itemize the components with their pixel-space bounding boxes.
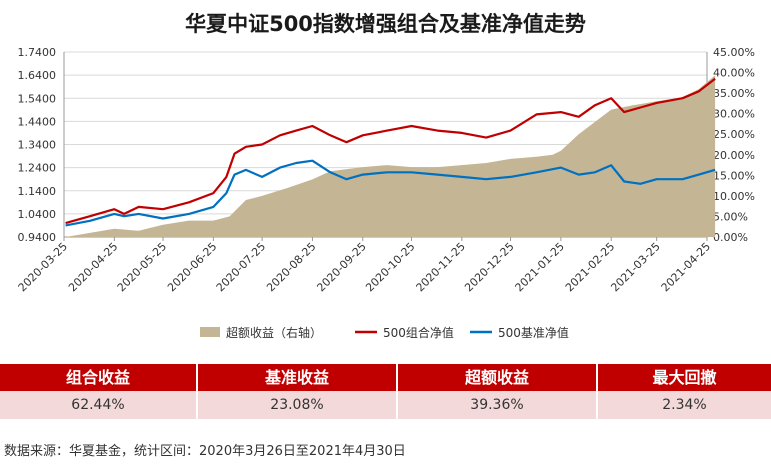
y-right-tick-label: 20.00% [713,149,755,162]
y-right-tick-label: 25.00% [713,128,755,141]
x-tick-label: 2020-09-25 [314,240,368,294]
x-tick-label: 2020-11-25 [414,240,468,294]
performance-table: 组合收益 基准收益 超额收益 最大回撤 62.44% 23.08% 39.36%… [0,364,771,419]
legend-label: 500组合净值 [383,325,454,340]
header-portfolio-return: 组合收益 [0,364,198,391]
legend-swatch-excess [200,327,220,337]
header-max-drawdown: 最大回撤 [652,368,717,387]
legend-label: 500基准净值 [498,325,569,340]
y-right-tick-label: 10.00% [713,190,755,203]
y-left-tick-label: 1.3400 [18,139,57,152]
chart-title: 华夏中证500指数增强组合及基准净值走势 [185,12,586,36]
y-left-tick-label: 1.1400 [18,185,57,198]
y-left-tick-label: 1.4400 [18,115,57,128]
y-left-tick-label: 0.9400 [18,231,57,244]
x-tick-label: 2021-01-25 [513,240,567,294]
table-value-row: 62.44% 23.08% 39.36% 2.34% [0,391,771,419]
value-portfolio-return: 62.44% [0,391,198,419]
series-excess-return-area [65,75,716,237]
x-tick-label: 2020-04-25 [66,240,120,294]
x-tick-label: 2020-05-25 [115,240,169,294]
y-left-tick-label: 1.6400 [18,69,57,82]
y-right-tick-label: 45.00% [713,46,755,59]
x-tick-label: 2020-10-25 [363,240,417,294]
x-tick-label: 2020-06-25 [165,240,219,294]
x-tick-label: 2020-07-25 [214,240,268,294]
y-right-tick-label: 0.00% [713,231,748,244]
x-tick-label: 2021-03-25 [608,240,662,294]
y-left-tick-label: 1.5400 [18,92,57,105]
header-excess-return: 超额收益 [398,364,598,391]
y-left-tick-label: 1.0400 [18,208,57,221]
y-right-tick-label: 30.00% [713,108,755,121]
y-right-tick-label: 35.00% [713,87,755,100]
x-tick-label: 2020-08-25 [264,240,318,294]
legend-label: 超额收益（右轴） [226,325,322,340]
y-left-tick-label: 1.7400 [18,46,57,59]
series-portfolio-line [65,77,716,225]
x-tick-label: 2020-12-25 [462,240,516,294]
y-right-tick-label: 5.00% [713,210,748,223]
value-max-drawdown: 2.34% [662,397,707,413]
x-tick-label: 2020-03-25 [16,240,70,294]
value-excess-return: 39.36% [398,391,598,419]
series-benchmark-line [65,159,716,227]
y-right-tick-label: 40.00% [713,67,755,80]
net-value-chart: 0.9400 1.0400 1.1400 1.2400 1.3400 1.4400 1.54… [16,46,755,340]
x-tick-label: 2021-04-25 [659,240,713,294]
header-benchmark-return: 基准收益 [198,364,398,391]
data-source-note: 数据来源：华夏基金，统计区间：2020年3月26日至2021年4月30日 [4,444,406,459]
value-benchmark-return: 23.08% [198,391,398,419]
y-right-tick-label: 15.00% [713,169,755,182]
table-header-row: 组合收益 基准收益 超额收益 最大回撤 [0,364,771,391]
y-left-tick-label: 1.2400 [18,162,57,175]
